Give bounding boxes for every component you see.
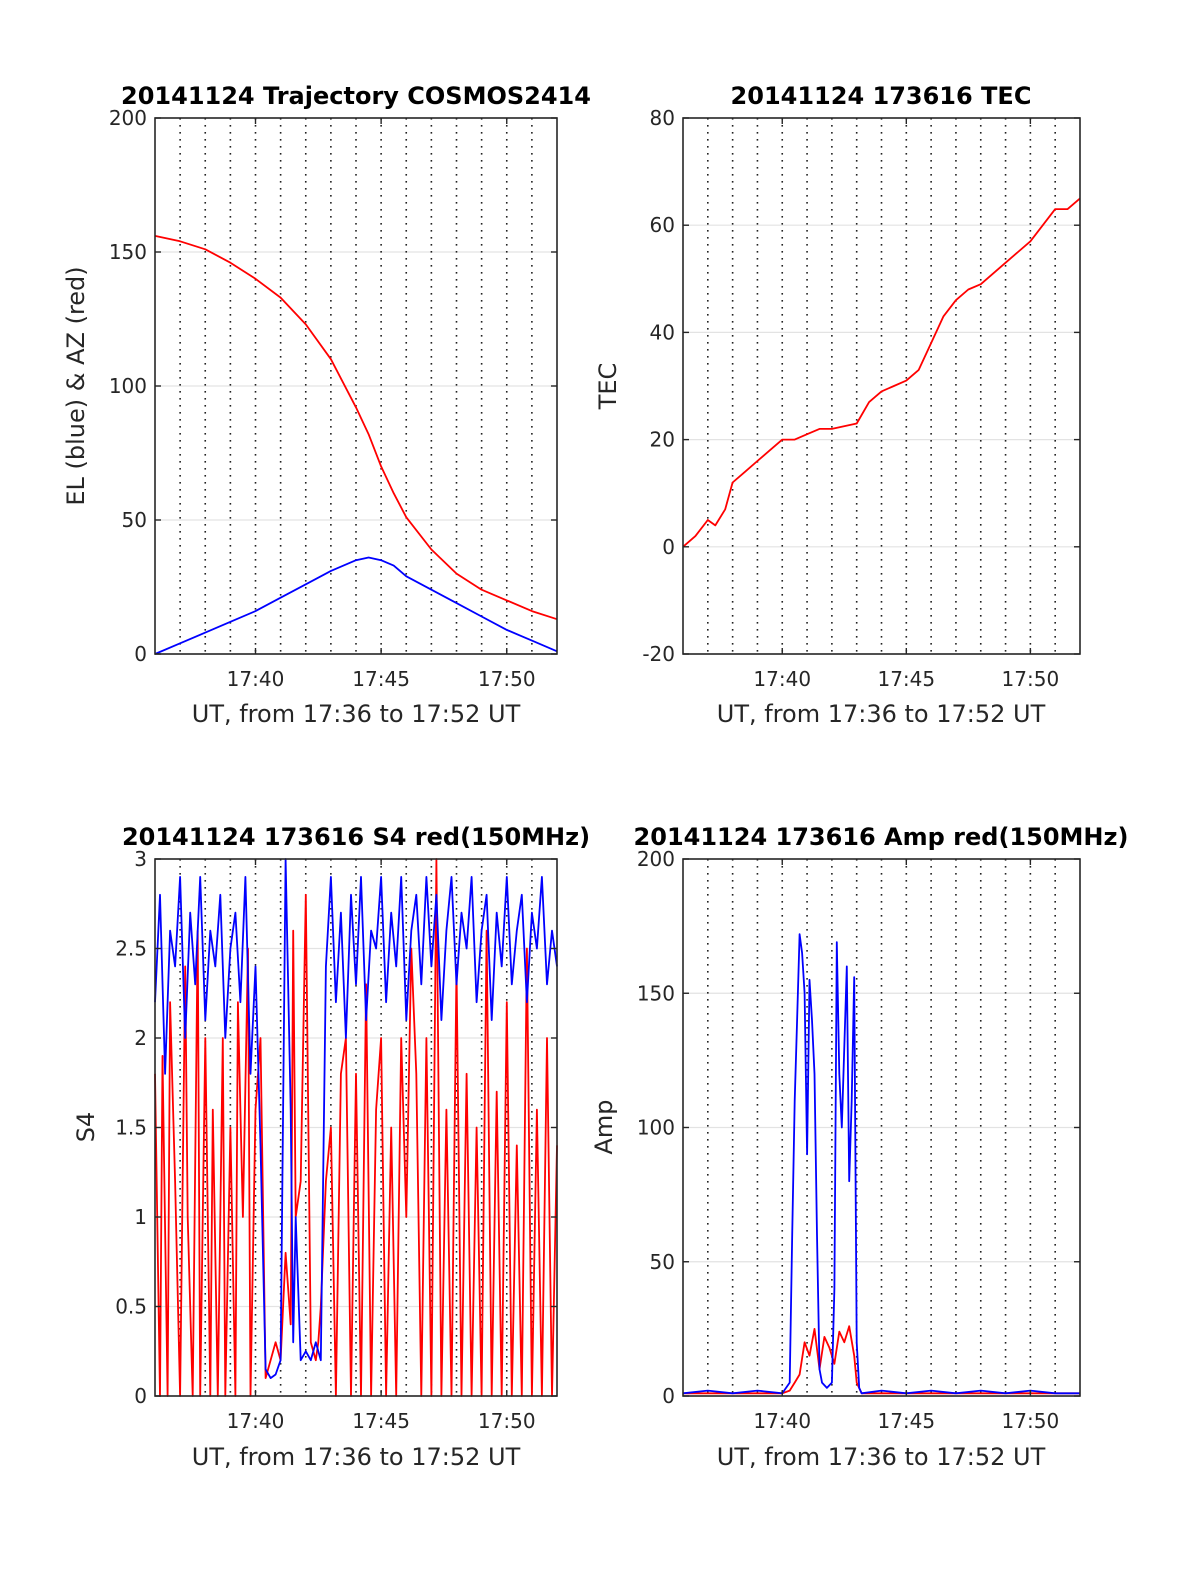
red-series-line	[683, 1325, 1080, 1395]
red-series-line	[154, 858, 558, 1397]
y-tick-label: 0.5	[115, 1295, 147, 1319]
grid-lines	[683, 117, 1080, 655]
y-axis-label: Amp	[590, 1099, 618, 1154]
y-tick-label: 150	[637, 981, 675, 1005]
x-tick-label: 17:40	[227, 667, 285, 691]
y-axis-label: S4	[72, 1112, 100, 1143]
x-axis-label: UT, from 17:36 to 17:52 UT	[717, 700, 1046, 728]
x-tick-label: 17:50	[1002, 667, 1060, 691]
y-tick-label: 1.5	[115, 1116, 147, 1140]
x-axis-label: UT, from 17:36 to 17:52 UT	[717, 1443, 1046, 1471]
plot-lines	[682, 197, 1081, 548]
blue-series-line	[154, 858, 558, 1379]
x-axis-label: UT, from 17:36 to 17:52 UT	[192, 1443, 521, 1471]
chart-title: 20141124 Trajectory COSMOS2414	[121, 82, 591, 110]
subplot-tec: -20 0 20 40 60 80 17:40 17:45 17:50 20141124 173…	[594, 82, 1081, 728]
chart-title: 20141124 173616 S4 red(150MHz)	[122, 823, 590, 851]
y-tick-label: 1	[134, 1205, 147, 1229]
plot-lines	[682, 933, 1080, 1395]
tick-marks: -20 0 20 40 60 80 17:40 17:45 17:50	[642, 106, 1080, 691]
x-tick-label: 17:40	[753, 1409, 811, 1433]
y-tick-label: 3	[134, 847, 147, 871]
y-tick-label: 80	[650, 106, 675, 130]
x-axis-label: UT, from 17:36 to 17:52 UT	[192, 700, 521, 728]
y-tick-label: 60	[650, 213, 675, 237]
tick-marks: 0 50 100 150 200 17:40 17:45 17:50	[637, 847, 1080, 1433]
y-tick-label: 0	[134, 642, 147, 666]
x-tick-label: 17:45	[352, 667, 410, 691]
grid-lines	[155, 117, 557, 655]
y-tick-label: 0	[662, 1384, 675, 1408]
y-tick-label: 20	[650, 428, 675, 452]
y-tick-label: 150	[109, 240, 147, 264]
y-tick-label: 50	[650, 1250, 675, 1274]
blue-series-line	[682, 933, 1080, 1395]
x-tick-label: 17:40	[227, 1409, 285, 1433]
y-tick-label: 40	[650, 320, 675, 344]
blue-series-line	[154, 556, 558, 655]
y-tick-label: 50	[122, 508, 147, 532]
y-tick-label: 200	[637, 847, 675, 871]
subplot-amp: 0 50 100 150 200 17:40 17:45 17:50 20141124 173…	[590, 823, 1128, 1471]
y-tick-label: -20	[642, 642, 675, 666]
tick-marks: 0 0.5 1 1.5 2 2.5 3 17:40 17:45 17:50	[115, 847, 557, 1433]
y-tick-label: 0	[662, 535, 675, 559]
x-tick-label: 17:40	[753, 667, 811, 691]
x-tick-label: 17:45	[877, 667, 935, 691]
y-tick-label: 2.5	[115, 937, 147, 961]
plot-lines	[154, 858, 558, 1397]
chart-title: 20141124 173616 TEC	[731, 82, 1032, 110]
x-tick-label: 17:50	[478, 667, 536, 691]
subplot-trajectory: 0 50 100 150 200 17:40 17:45 17:50 20141124 Tra…	[62, 82, 591, 728]
tick-marks: 0 50 100 150 200 17:40 17:45 17:50	[109, 106, 557, 691]
red-series-line	[154, 235, 558, 621]
plot-lines	[154, 235, 558, 655]
subplot-s4: 0 0.5 1 1.5 2 2.5 3 17:40 17:45 17:50 20141124 17…	[72, 823, 590, 1471]
y-axis-label: EL (blue) & AZ (red)	[62, 266, 90, 505]
y-tick-label: 100	[109, 374, 147, 398]
x-tick-label: 17:50	[1002, 1409, 1060, 1433]
y-tick-label: 0	[134, 1384, 147, 1408]
plot-frame	[682, 117, 1081, 655]
red-series-line	[682, 197, 1081, 548]
chart-title: 20141124 173616 Amp red(150MHz)	[634, 823, 1129, 851]
x-tick-label: 17:45	[877, 1409, 935, 1433]
y-tick-label: 2	[134, 1026, 147, 1050]
y-tick-label: 100	[637, 1116, 675, 1140]
grid-lines	[683, 858, 1080, 1397]
y-axis-label: TEC	[594, 363, 622, 411]
x-tick-label: 17:45	[352, 1409, 410, 1433]
y-tick-label: 200	[109, 106, 147, 130]
x-tick-label: 17:50	[478, 1409, 536, 1433]
